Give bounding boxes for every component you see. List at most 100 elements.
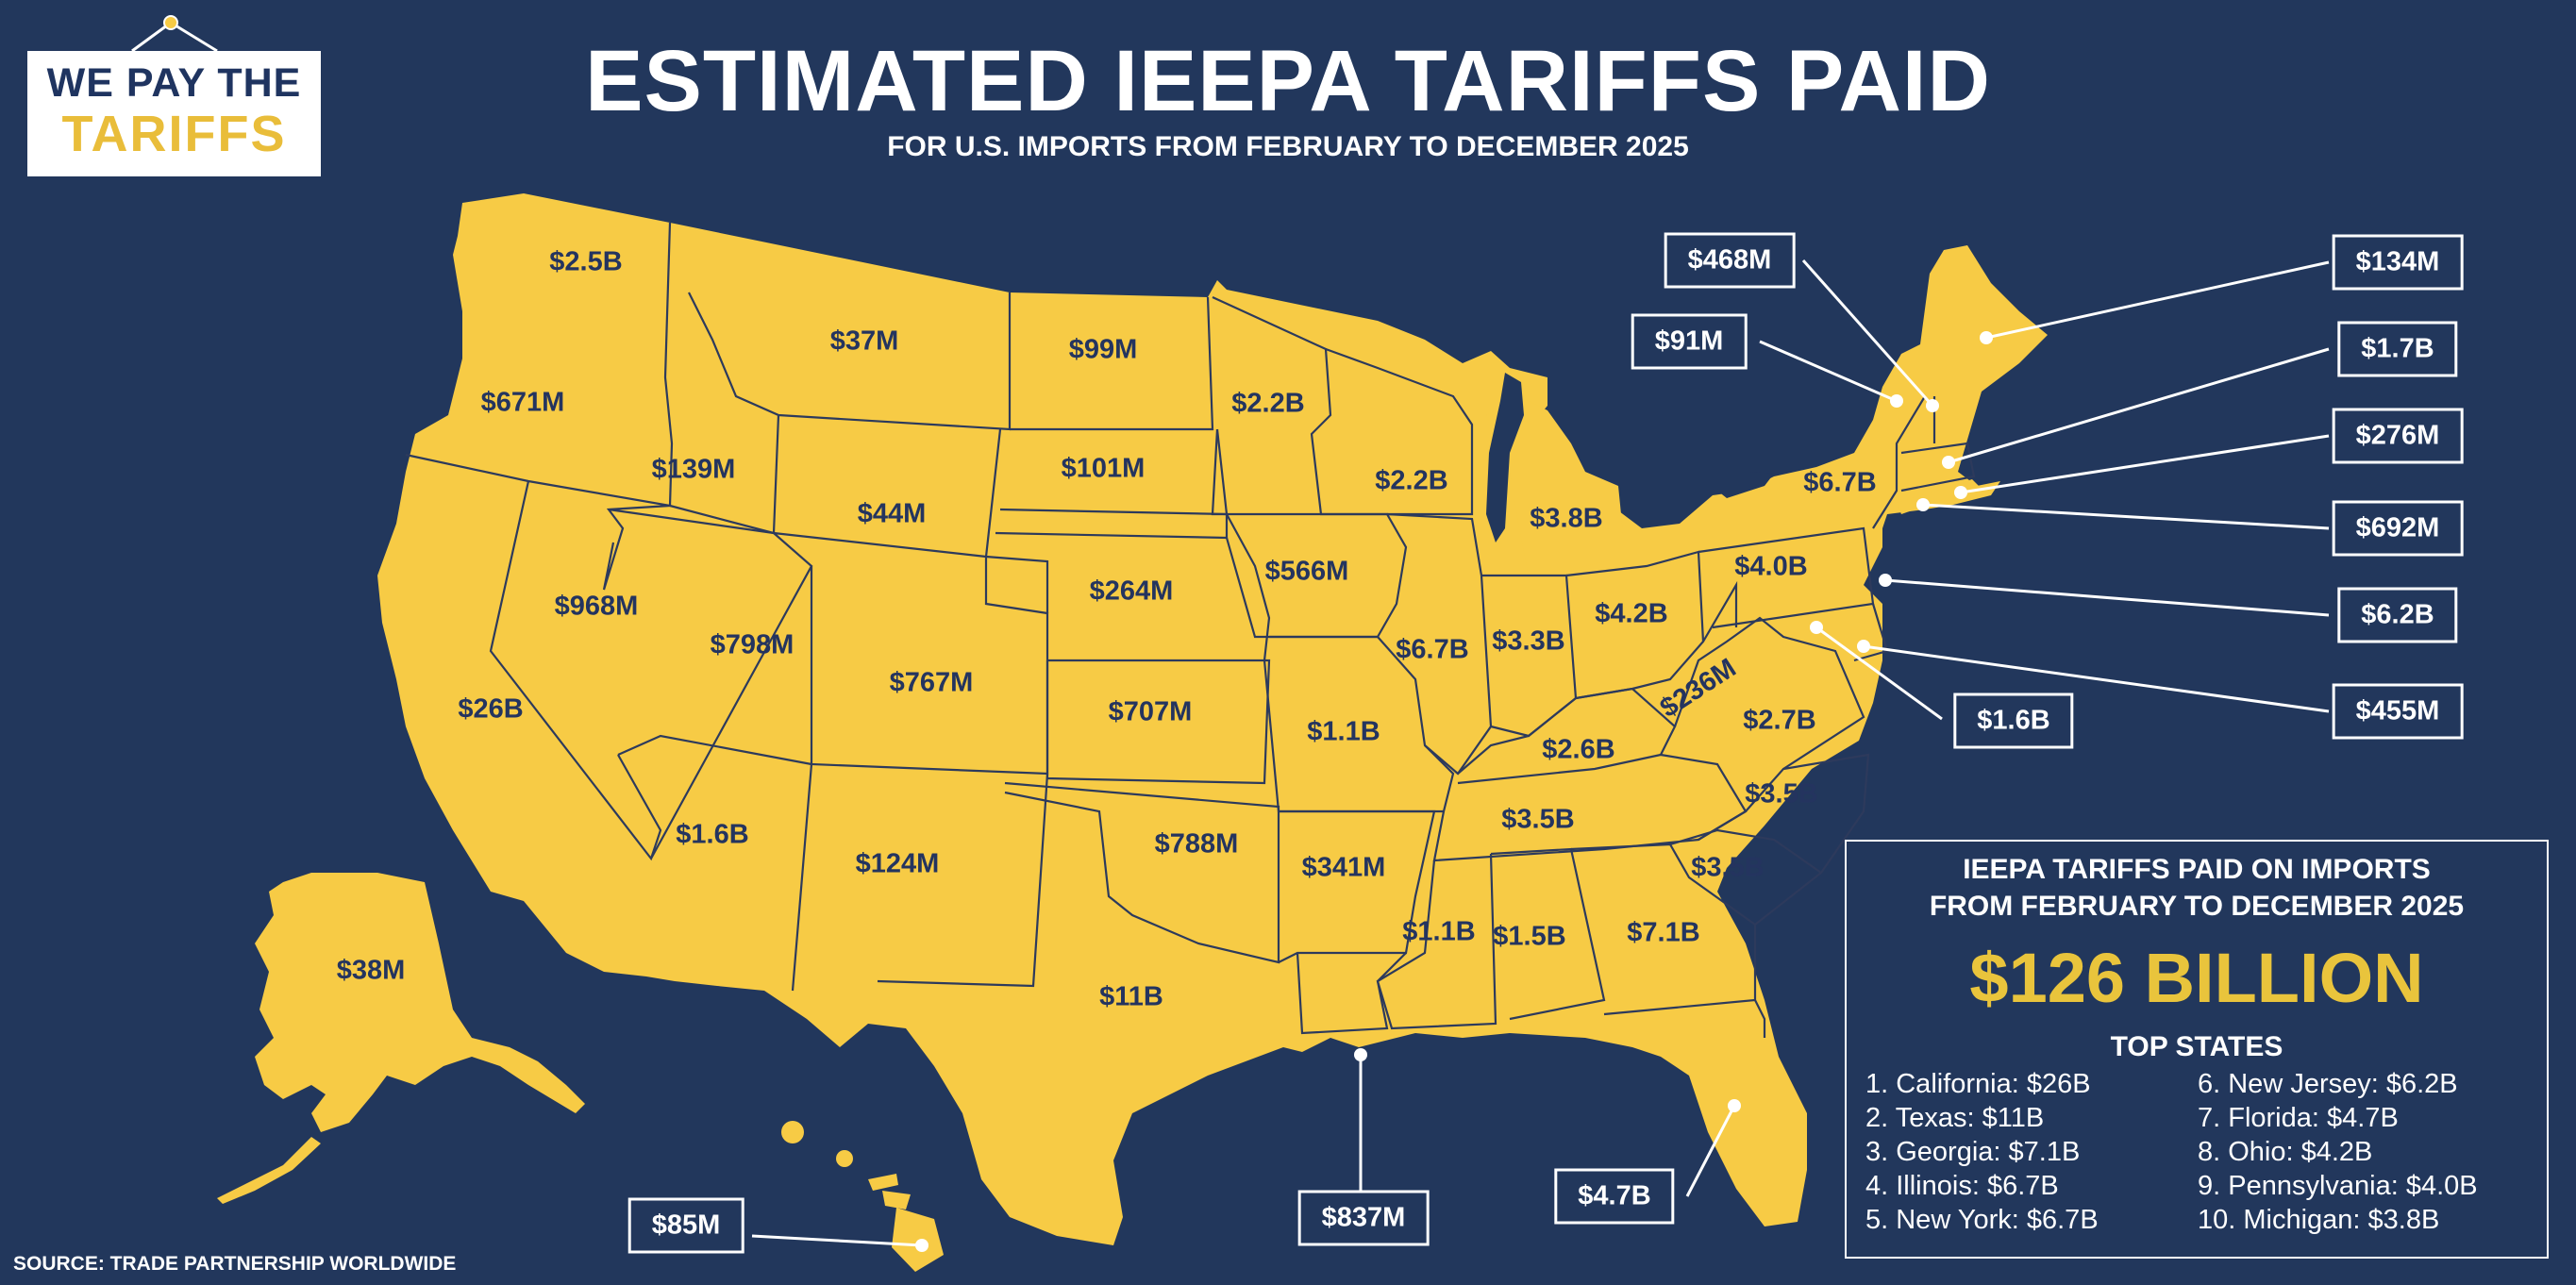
border-il — [1386, 512, 1493, 776]
callout-ct: $692M — [2332, 500, 2464, 557]
border-la — [1296, 952, 1407, 1035]
leader-ct — [1922, 503, 2330, 530]
hanger-pin-icon — [163, 15, 178, 30]
border-ar — [1278, 809, 1436, 963]
top-state-item: 9. Pennsylvania: $4.0B — [2198, 1171, 2478, 1201]
state-label-va: $2.7B — [1743, 705, 1816, 736]
leader-vt — [1801, 259, 1934, 407]
state-label-nv: $968M — [554, 591, 639, 622]
state-label-sd: $101M — [1061, 453, 1146, 484]
state-label-oh: $4.2B — [1595, 598, 1668, 629]
state-label-al: $1.5B — [1493, 921, 1566, 952]
state-label-tx: $11B — [1099, 981, 1163, 1012]
top-state-item: 7. Florida: $4.7B — [2198, 1103, 2399, 1133]
callout-la: $837M — [1297, 1190, 1430, 1246]
summary-heading: IEEPA TARIFFS PAID ON IMPORTS FROM FEBRU… — [1847, 851, 2547, 925]
border-ok-tx — [1004, 781, 1280, 964]
state-label-mi: $3.8B — [1530, 503, 1603, 534]
source-note: SOURCE: TRADE PARTNERSHIP WORLDWIDE — [13, 1253, 457, 1275]
state-label-mo: $1.1B — [1307, 716, 1380, 747]
callout-hi: $85M — [627, 1197, 744, 1254]
top-state-item: 3. Georgia: $7.1B — [1865, 1137, 2081, 1167]
state-label-mn: $2.2B — [1231, 388, 1305, 419]
leader-nh — [1759, 340, 1898, 403]
top-state-item: 6. New Jersey: $6.2B — [2198, 1069, 2458, 1099]
state-label-sc: $3.5B — [1691, 852, 1765, 883]
great-lakes — [1486, 373, 1774, 542]
page-title: ESTIMATED IEEPA TARIFFS PAID — [585, 33, 1991, 129]
border-wa-or-id — [405, 222, 674, 508]
top-state-item: 5. New York: $6.7B — [1865, 1205, 2099, 1235]
callout-ri: $276M — [2332, 408, 2464, 464]
callout-me: $134M — [2332, 234, 2464, 291]
state-label-mt: $37M — [829, 325, 899, 357]
land-mass — [217, 193, 2048, 1272]
border-ga — [1570, 843, 1757, 1016]
border-sd-ne-ia — [985, 513, 1271, 661]
state-borders — [405, 222, 1976, 1038]
state-label-id: $139M — [651, 454, 736, 485]
leader-ri — [1960, 434, 2330, 494]
border-ms — [1376, 853, 1497, 1030]
state-label-ky: $2.6B — [1542, 734, 1615, 765]
border-ky — [1457, 687, 1677, 785]
callout-vt: $468M — [1664, 232, 1796, 289]
logo-line-1: WE PAY THE — [46, 60, 302, 106]
leader-de — [1863, 644, 2330, 713]
border-ks — [1045, 659, 1271, 785]
hawaii-island-oahu — [836, 1150, 853, 1167]
leader-fl — [1685, 1105, 1736, 1197]
state-label-ok: $788M — [1154, 828, 1239, 859]
leader-me — [1985, 260, 2330, 340]
state-label-ca: $26B — [458, 693, 524, 725]
border-id — [602, 504, 775, 591]
leader-nj — [1884, 578, 2330, 617]
aleutian-islands — [217, 1137, 321, 1204]
logo-we-pay-the-tariffs: WE PAY THE TARIFFS — [27, 51, 321, 176]
callout-leaders — [751, 259, 2330, 1247]
leader-hi — [751, 1234, 923, 1247]
summary-heading-line-2: FROM FEBRUARY TO DECEMBER 2025 — [1929, 891, 2465, 922]
state-label-wy: $44M — [857, 498, 927, 529]
state-label-il: $6.7B — [1396, 634, 1469, 665]
top-state-item: 2. Texas: $11B — [1865, 1103, 2045, 1133]
summary-total: $126 BILLION — [1969, 939, 2424, 1017]
top-state-item: 1. California: $26B — [1865, 1069, 2091, 1099]
callout-nh: $91M — [1631, 313, 1748, 370]
state-label-ut: $798M — [710, 629, 795, 660]
state-label-co: $767M — [889, 667, 974, 698]
border-al — [1490, 847, 1606, 1021]
border-nv-ut-az — [617, 504, 813, 859]
hawaii-island-kauai — [781, 1121, 804, 1143]
lake-erie — [1717, 472, 1774, 498]
border-az-nm — [791, 763, 1049, 992]
border-nc — [1698, 753, 1870, 874]
top-states-column-2: 6. New Jersey: $6.2B 7. Florida: $4.7B 8… — [2198, 1067, 2478, 1237]
summary-heading-line-1: IEEPA TARIFFS PAID ON IMPORTS — [1963, 854, 2431, 885]
top-state-item: 8. Ohio: $4.2B — [2198, 1137, 2373, 1167]
callout-fl: $4.7B — [1554, 1168, 1675, 1225]
contiguous-us — [377, 193, 2048, 1245]
state-label-ak: $38M — [336, 955, 406, 986]
top-states-column-1: 1. California: $26B 2. Texas: $11B 3. Ge… — [1865, 1067, 2099, 1237]
logo-hanger — [131, 21, 218, 53]
state-label-ks: $707M — [1108, 696, 1193, 727]
callout-dots — [915, 331, 1993, 1252]
state-label-ga: $7.1B — [1627, 917, 1700, 948]
state-label-nc: $3.5B — [1745, 778, 1818, 809]
callout-nj: $6.2B — [2337, 587, 2458, 643]
hawaii-island-big-island — [892, 1208, 944, 1272]
border-ny-vt — [1872, 395, 1926, 529]
state-label-nd: $99M — [1068, 334, 1138, 365]
state-label-in: $3.3B — [1492, 626, 1565, 657]
alaska — [255, 873, 585, 1132]
state-label-ms: $1.1B — [1402, 916, 1476, 947]
border-wi — [1325, 347, 1474, 516]
lake-michigan — [1486, 373, 1524, 542]
state-label-tn: $3.5B — [1501, 804, 1575, 835]
michigan-lower-peninsula — [1486, 396, 1623, 576]
state-label-pa: $4.0B — [1734, 551, 1808, 582]
top-state-item: 10. Michigan: $3.8B — [2198, 1205, 2440, 1235]
page-subtitle: FOR U.S. IMPORTS FROM FEBRUARY TO DECEMB… — [887, 131, 1689, 162]
